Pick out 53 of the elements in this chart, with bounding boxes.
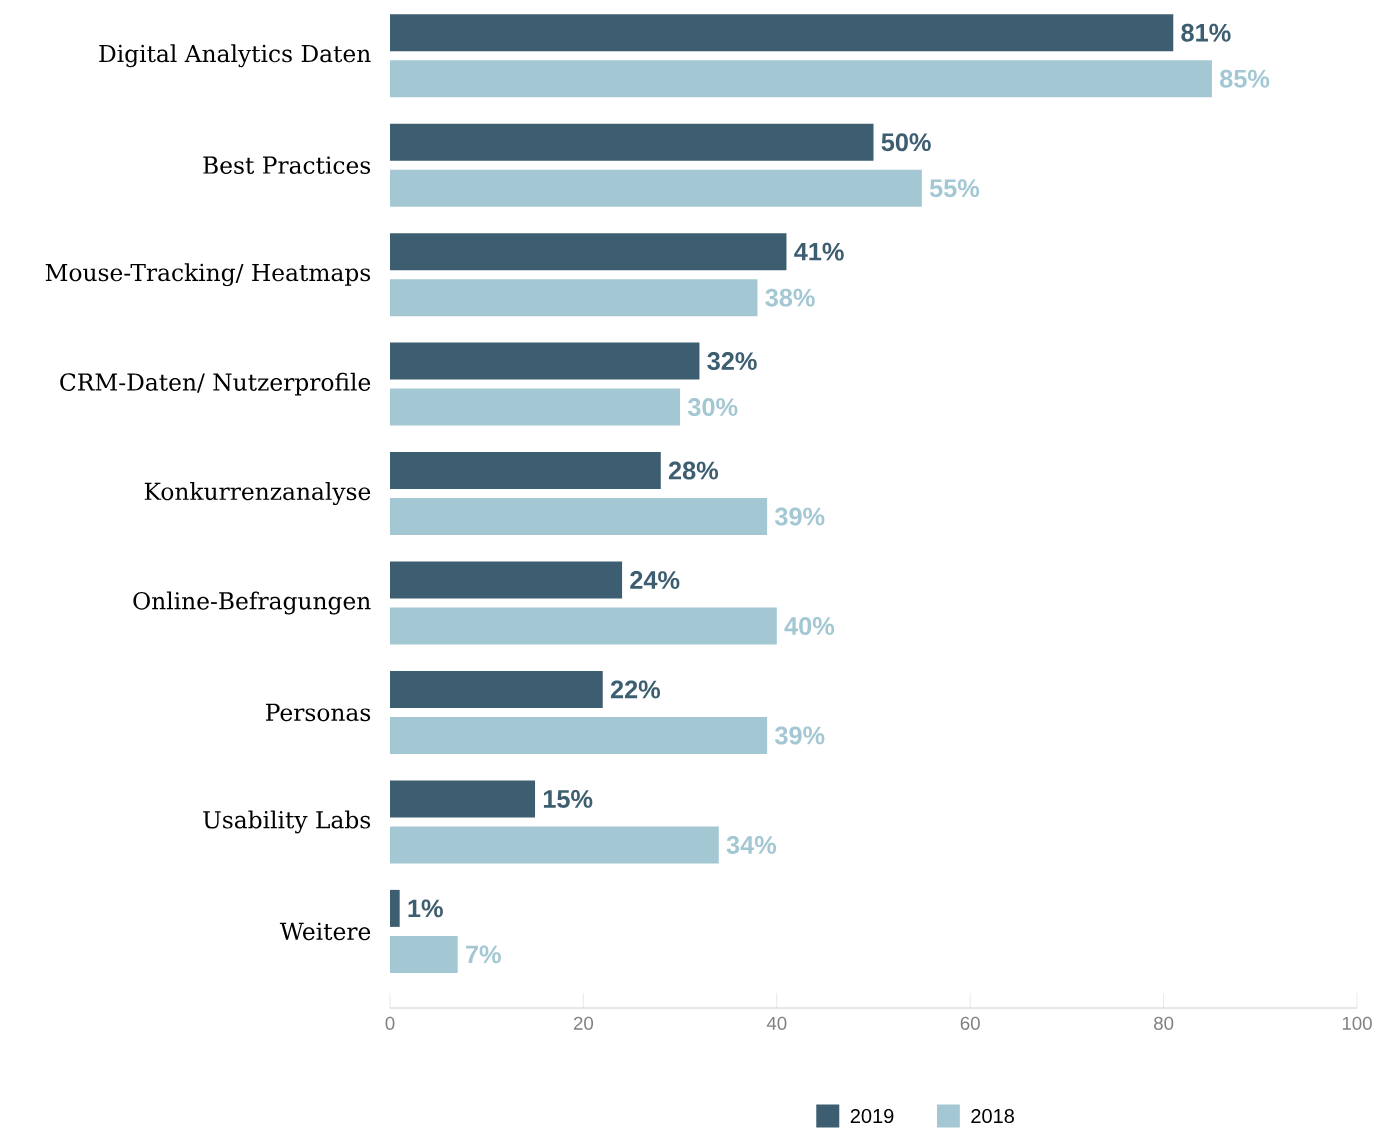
- y-tick-label: Personas: [266, 703, 371, 722]
- data-label: 41%: [794, 242, 844, 261]
- x-tick-label: 80: [1154, 1016, 1174, 1030]
- bar: [390, 498, 768, 536]
- y-tick-label: Best Practices: [203, 156, 371, 174]
- bar: [390, 935, 458, 973]
- data-label: 15%: [543, 790, 593, 808]
- data-label: 39%: [774, 507, 825, 526]
- data-label: 7%: [466, 945, 501, 964]
- data-label: 50%: [881, 133, 931, 152]
- y-tick-label: Mouse-Tracking/ Heatmaps: [45, 263, 371, 287]
- y-tick-label: CRM-Daten/ Nutzerprofile: [60, 372, 371, 396]
- bar: [390, 123, 874, 161]
- bar: [390, 279, 758, 317]
- bar: [390, 670, 603, 708]
- bar: [390, 452, 661, 490]
- legend-label: 2019: [850, 1108, 894, 1124]
- data-label: 85%: [1220, 69, 1270, 88]
- x-tick-label: 20: [573, 1016, 594, 1030]
- bar: [390, 233, 787, 271]
- data-label: 22%: [610, 680, 661, 699]
- bar: [390, 14, 1174, 52]
- x-tick-label: 60: [960, 1016, 980, 1030]
- bar: [390, 607, 777, 645]
- data-label: 28%: [668, 461, 719, 480]
- y-tick-label: Digital Analytics Daten: [99, 44, 371, 68]
- y-tick-label: Konkurrenzanalyse: [144, 482, 371, 506]
- bar: [390, 60, 1212, 98]
- data-label: 32%: [707, 352, 757, 371]
- x-tick-label: 0: [385, 1016, 395, 1030]
- data-label: 1%: [408, 899, 443, 918]
- data-label: 34%: [726, 835, 777, 854]
- x-tick-label: 100: [1342, 1016, 1372, 1030]
- bar: [390, 889, 400, 927]
- bar: [390, 388, 681, 426]
- bar: [390, 169, 922, 207]
- bar: [390, 342, 700, 380]
- data-label: 39%: [774, 726, 825, 745]
- y-tick-label: Usability Labs: [203, 810, 371, 834]
- data-label: 24%: [630, 571, 680, 589]
- x-tick-label: 40: [766, 1016, 787, 1030]
- bar: [390, 716, 768, 754]
- data-label: 30%: [687, 398, 738, 417]
- bar: [390, 561, 623, 599]
- data-label: 40%: [784, 617, 835, 635]
- y-tick-label: Online-Befragungen: [133, 591, 371, 615]
- bar: [390, 780, 536, 818]
- data-label: 38%: [765, 288, 815, 307]
- bar: [390, 826, 719, 864]
- y-tick-label: Weitere: [279, 922, 371, 941]
- data-label: 81%: [1181, 23, 1231, 42]
- legend-label: 2018: [971, 1108, 1014, 1124]
- data-label: 55%: [929, 179, 980, 198]
